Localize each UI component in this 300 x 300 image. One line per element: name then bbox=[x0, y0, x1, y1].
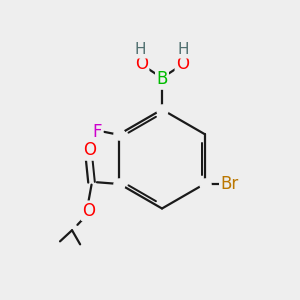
Text: B: B bbox=[156, 70, 168, 88]
Text: O: O bbox=[82, 141, 96, 159]
Text: O: O bbox=[135, 55, 148, 73]
Text: H: H bbox=[178, 42, 189, 57]
Text: H: H bbox=[135, 42, 146, 57]
Text: O: O bbox=[176, 55, 189, 73]
Text: Br: Br bbox=[220, 175, 238, 193]
Text: F: F bbox=[93, 123, 102, 141]
Text: O: O bbox=[82, 202, 95, 220]
